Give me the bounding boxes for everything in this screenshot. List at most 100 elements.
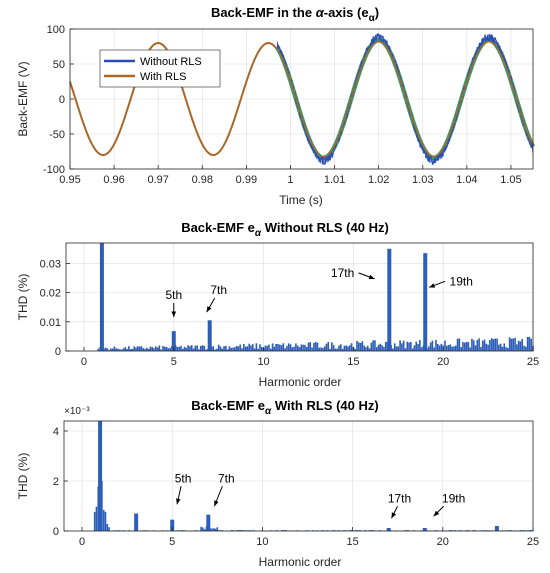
panel3-bar (241, 530, 244, 531)
panel2-bar (417, 344, 419, 351)
panel2-bar (295, 343, 297, 351)
panel3-bar (364, 530, 367, 531)
panel2-bar (460, 347, 462, 351)
panel3-xtick-label: 20 (437, 536, 449, 548)
panel3-bar (238, 530, 240, 531)
panel1-xtick-label: 1.04 (456, 174, 477, 186)
panel2-bar (431, 340, 434, 351)
panel3-bar (369, 530, 372, 531)
panel2-bar (273, 346, 276, 351)
panel2-bar (234, 347, 236, 351)
panel1-ytick-label: -100 (43, 164, 65, 176)
panel2-bar (469, 347, 471, 351)
panel3-bar (212, 528, 215, 531)
panel3-ylabel: THD (%) (16, 453, 30, 500)
panel1-xtick-label: 1.05 (500, 174, 521, 186)
panel3-bar (523, 530, 525, 531)
panel3-bar (128, 530, 130, 531)
panel3-bar (355, 530, 358, 531)
panel3-bar (404, 530, 406, 531)
panel2-bar (212, 346, 215, 351)
panel2-bar (185, 347, 188, 351)
panel3-bar (202, 527, 204, 531)
panel2-ytick-label: 0.02 (40, 288, 61, 300)
panel3-xtick-label: 5 (169, 536, 175, 548)
panel2-bar (322, 348, 324, 351)
panel2-bar (314, 342, 317, 351)
panel2-bar (156, 347, 159, 351)
panel2-bar (165, 346, 168, 351)
panel2-bar (510, 338, 513, 351)
panel2-bar (142, 348, 145, 351)
panel2-bar (106, 348, 109, 351)
panel2-bar (444, 340, 446, 351)
panel3-bar (434, 530, 437, 531)
panel3-bar (203, 529, 206, 531)
panel2-bar (501, 346, 504, 351)
panel2-bar (471, 338, 473, 351)
panel2-xlabel: Harmonic order (259, 375, 342, 389)
panel2-bar (120, 349, 123, 351)
panel3-bar (481, 530, 484, 531)
panel2-bar (456, 338, 459, 351)
panel2-xtick-label: 0 (81, 356, 87, 368)
panel2-ylabel: THD (%) (16, 274, 30, 321)
panel2-annotation-label: 5th (165, 288, 182, 302)
panel2-bar (302, 344, 304, 351)
panel2-bar (363, 345, 365, 351)
panel2-bar (329, 348, 331, 351)
panel1-ticks: 0.95 0.96 0.97 0.98 0.99 1 1.01 1.02 1.03 1.04 1.0… (43, 24, 522, 186)
panel3-xtick-label: 25 (527, 536, 539, 548)
panel2-bar (451, 346, 453, 351)
panel3-bar (211, 528, 213, 531)
panel2-bar (381, 345, 383, 351)
panel3-bar (230, 530, 233, 531)
panel2-bar (453, 346, 455, 351)
panel2-bar (307, 342, 310, 351)
panel2-bar (214, 349, 216, 351)
panel2-bar (180, 345, 182, 351)
panel2-bar (437, 344, 439, 351)
panel2-annotations: 5th 7th 17th 19th (165, 266, 473, 318)
panel2-bar (264, 345, 267, 351)
panel3-bar (460, 530, 462, 531)
panel2-bar (320, 347, 322, 351)
panel3-bar (530, 530, 532, 531)
panel2-ticks: 0 5 10 15 20 25 0 0.01 0.02 0.03 (40, 258, 540, 368)
panel2-bar (383, 346, 385, 351)
panel2-spike-bar (207, 320, 212, 351)
panel3-ytick-label: 0 (53, 526, 59, 538)
panel2-bar (221, 348, 224, 351)
panel2-bar (97, 348, 100, 351)
panel3-bar (239, 530, 242, 531)
panel2-bar (499, 343, 502, 351)
panel1-title: Back-EMF in the α-axis (eα) (211, 5, 379, 24)
panel2-bar (483, 339, 486, 351)
panel2-ytick-label: 0 (55, 346, 61, 358)
panel3-bar (449, 530, 451, 531)
panel2-bar (327, 341, 330, 351)
panel3-bar (200, 526, 202, 531)
panel2-bar (503, 343, 506, 351)
panel2-bar (415, 341, 418, 351)
legend-label-with-rls: With RLS (140, 71, 186, 83)
legend-box (99, 49, 221, 88)
panel2-bar (463, 342, 466, 351)
panel2-bar (129, 349, 132, 351)
panel3-bar (252, 530, 255, 531)
panel3-title: Back-EMF eα With RLS (40 Hz) (191, 398, 378, 417)
panel2-bar (393, 343, 396, 351)
panel2-bar (205, 349, 207, 351)
panel2-bar (228, 346, 231, 351)
panel2-bar (490, 338, 493, 351)
panel2-bar (496, 338, 498, 351)
panel3-xtick-label: 15 (346, 536, 358, 548)
panel2-bar (255, 343, 258, 351)
panel2-bar (401, 343, 403, 351)
panel2-bar (462, 342, 464, 351)
panel3-bar (333, 530, 336, 531)
panel1-ytick-label: 50 (53, 59, 65, 71)
panel2-bar (465, 341, 468, 351)
panel2-bar (345, 345, 348, 351)
panel2-bar (201, 345, 204, 351)
